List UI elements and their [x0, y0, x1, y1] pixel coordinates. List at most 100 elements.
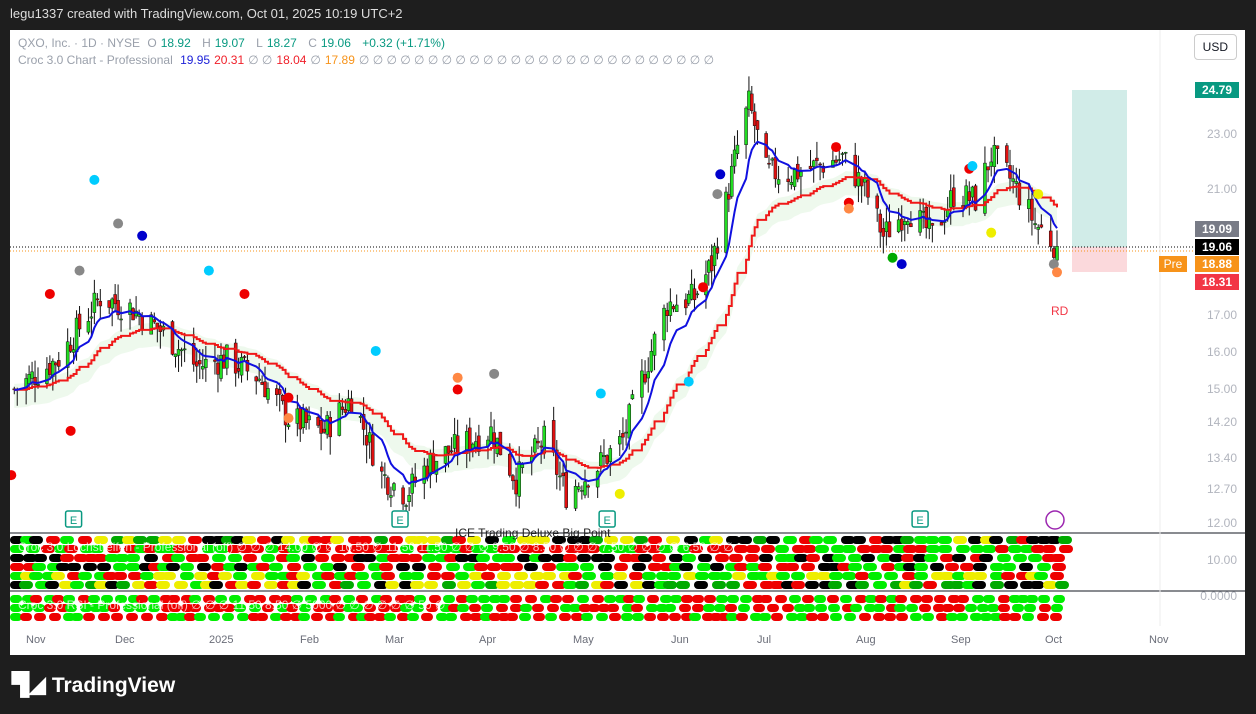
pane1-label: Croc 3.0 Lochstreifen - Professional (of…	[18, 540, 734, 554]
ohlc-high: H 19.07	[202, 36, 245, 50]
rsi-cell	[460, 613, 472, 621]
indicator-cell	[80, 545, 94, 553]
price-tick: 12.00	[1206, 516, 1237, 530]
rsi-cell	[596, 613, 608, 621]
indicator-cell	[869, 536, 883, 544]
signal-dot	[986, 227, 997, 238]
symbol-legend[interactable]: QXO, Inc. · 1D · NYSE O 18.92 H 19.07 L 18.…	[18, 35, 718, 52]
rsi-cell	[234, 604, 246, 612]
indicator-cell	[358, 536, 372, 544]
rsi-cell	[269, 595, 281, 603]
candle-body	[930, 223, 935, 226]
indicator-cell	[496, 581, 510, 589]
rsi-cell	[244, 595, 256, 603]
rsi-cell	[10, 604, 22, 612]
indicator-cell	[600, 581, 614, 589]
indicator-cell	[679, 563, 693, 571]
indicator-cell	[509, 563, 523, 571]
earnings-label: E	[70, 515, 77, 527]
indicator-cell	[32, 563, 46, 571]
rsi-cell	[633, 595, 645, 603]
signal-dot	[65, 425, 76, 436]
indicator-cell	[257, 536, 271, 544]
tradingview-logo[interactable]: ▜◢ TradingView	[12, 672, 176, 697]
rsi-cell	[980, 613, 992, 621]
candle-body	[561, 472, 565, 477]
candle-body	[770, 158, 774, 161]
indicator-cell	[663, 581, 677, 589]
currency-button[interactable]: USD	[1193, 34, 1237, 60]
indicator-cell	[682, 554, 696, 562]
indicator-cell	[1052, 563, 1066, 571]
indicator-cell	[806, 572, 820, 580]
rsi-cell	[571, 613, 583, 621]
indicator-cell	[791, 572, 805, 580]
indicator-cell	[455, 554, 469, 562]
earnings-label: E	[396, 515, 403, 527]
signal-dot	[44, 288, 55, 299]
candle-body	[811, 160, 816, 167]
signal-dot	[1033, 189, 1044, 200]
indicator-cell	[743, 581, 757, 589]
rsi-cell	[478, 595, 490, 603]
indicator-cell	[180, 563, 194, 571]
indicator-cell	[938, 536, 952, 544]
candle-body	[340, 406, 345, 410]
indicator-cell	[715, 554, 729, 562]
candle-body	[831, 160, 835, 168]
signal-dot	[715, 169, 726, 180]
candle-body	[906, 221, 910, 225]
signal-dot	[10, 470, 17, 481]
rsi-cell	[948, 595, 960, 603]
rsi-cell	[208, 613, 220, 621]
rsi-cell	[101, 595, 113, 603]
indicator-cell	[1004, 581, 1018, 589]
indicator-legend[interactable]: Croc 3.0 Chart - Professional 19.95 20.31…	[18, 53, 715, 67]
candle-body	[383, 474, 387, 476]
indicator-cell	[1016, 536, 1030, 544]
indicator-cell	[697, 563, 711, 571]
indicator-cell	[827, 563, 841, 571]
candle-body	[68, 344, 73, 352]
indicator-cell	[156, 581, 170, 589]
indicator-cell	[10, 572, 24, 580]
candle-body	[586, 485, 590, 488]
indicator-cell	[265, 545, 279, 553]
indicator-cell	[745, 554, 759, 562]
indicator-cell	[250, 545, 264, 553]
rsi-cell	[689, 613, 701, 621]
indicator-cell	[979, 554, 993, 562]
indicator-cell	[552, 581, 566, 589]
rsi-cell	[873, 604, 885, 612]
rsi-cell	[704, 595, 716, 603]
indicator-cell	[321, 572, 335, 580]
chart-panel[interactable]: QXO, Inc. · 1D · NYSE O 18.92 H 19.07 L 18.…	[10, 30, 1245, 655]
indicator-cell	[863, 563, 877, 571]
candle-body	[266, 388, 270, 400]
indicator-cell	[269, 563, 283, 571]
candle-body	[346, 398, 351, 411]
candle-body	[140, 316, 144, 331]
time-tick: Oct	[1045, 634, 1063, 646]
signal-dot	[967, 160, 978, 171]
candle-body	[967, 191, 972, 201]
indicator-cell	[469, 572, 483, 580]
rsi-cell	[33, 604, 45, 612]
rsi-cell	[802, 595, 814, 603]
indicator-cell	[823, 536, 837, 544]
rsi-cell	[859, 613, 871, 621]
indicator-cell	[785, 563, 799, 571]
time-tick: Apr	[479, 634, 497, 646]
ohlc-open: O 18.92	[147, 36, 191, 50]
indicator-cell	[122, 536, 136, 544]
indicator-cell	[857, 545, 871, 553]
indicator-cell	[734, 563, 748, 571]
indicator-cell	[46, 536, 60, 544]
last-price-tag: 19.06	[1195, 239, 1239, 255]
indicator-cell	[923, 581, 937, 589]
indicator-cell	[410, 581, 424, 589]
indicator-cell	[997, 554, 1011, 562]
candle-body	[668, 301, 673, 316]
candle-body	[307, 415, 311, 421]
